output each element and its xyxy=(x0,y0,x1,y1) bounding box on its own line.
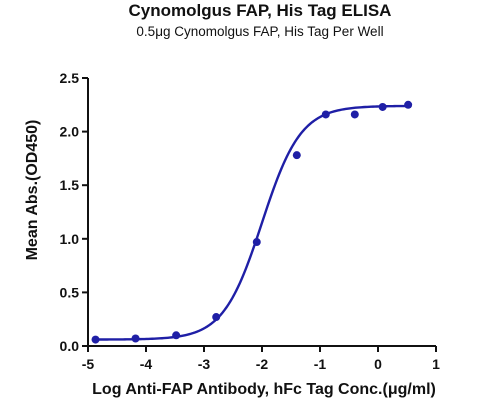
y-tick-label: 2.0 xyxy=(60,124,80,140)
data-point xyxy=(212,313,221,322)
chart-title: Cynomolgus FAP, His Tag ELISA xyxy=(129,1,392,20)
x-tick-label: -3 xyxy=(198,356,211,372)
x-tick-label: 0 xyxy=(374,356,382,372)
x-tick-label: -1 xyxy=(314,356,327,372)
data-point xyxy=(404,100,413,109)
fit-curve-layer xyxy=(95,104,409,341)
data-point xyxy=(252,238,261,247)
data-point xyxy=(350,110,359,119)
data-point xyxy=(91,335,100,344)
axes: 0.0 0.5 1.0 1.5 2.0 2.5 -5 -4 -3 -2 -1 0 1 xyxy=(60,70,441,372)
x-tick-label: 1 xyxy=(432,356,440,372)
x-tick-label: -4 xyxy=(140,356,153,372)
x-tick-label: -5 xyxy=(82,356,95,372)
y-tick-label: 2.5 xyxy=(60,70,80,86)
y-tick-label: 0.0 xyxy=(60,338,80,354)
data-point xyxy=(321,110,330,119)
data-point xyxy=(131,334,140,343)
data-point xyxy=(172,331,181,340)
data-points xyxy=(91,100,413,344)
y-tick-label: 1.5 xyxy=(60,177,80,193)
data-point xyxy=(292,151,301,160)
data-point xyxy=(378,102,387,111)
y-tick-label: 0.5 xyxy=(60,284,80,300)
x-tick-label: -2 xyxy=(256,356,269,372)
y-tick-label: 1.0 xyxy=(60,231,80,247)
y-axis-label: Mean Abs.(OD450) xyxy=(24,120,41,261)
x-axis-label: Log Anti-FAP Antibody, hFc Tag Conc.(μg/… xyxy=(92,381,436,398)
fit-curve xyxy=(95,104,409,341)
chart-subtitle: 0.5μg Cynomolgus FAP, His Tag Per Well xyxy=(136,24,383,39)
